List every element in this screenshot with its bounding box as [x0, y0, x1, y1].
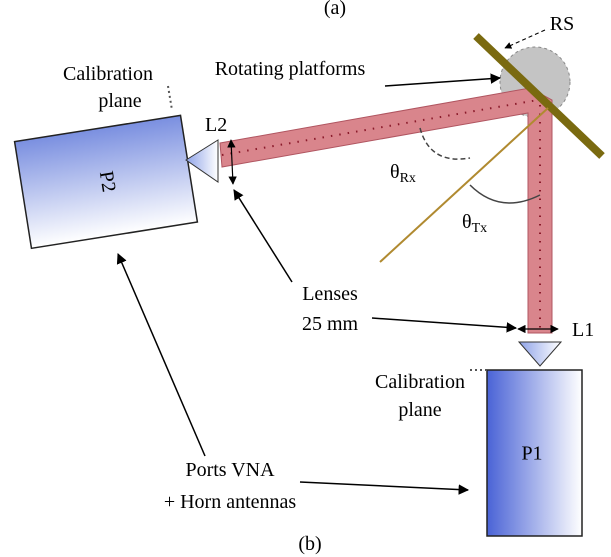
port-label: P2 — [95, 169, 120, 193]
label: Calibration — [375, 371, 465, 393]
angle-arc — [420, 128, 470, 159]
caption: (b) — [298, 533, 321, 555]
arrow — [300, 482, 468, 490]
arrow — [385, 78, 500, 86]
arrow — [118, 254, 205, 456]
label: 25 mm — [302, 313, 359, 335]
angle-label: θRx — [390, 161, 416, 186]
label: L2 — [205, 114, 227, 136]
dotted-line — [168, 86, 172, 110]
arrow — [234, 190, 292, 282]
label: plane — [398, 399, 441, 421]
diagram: (a) RS Rotating platforms θRx θTx P2 L2 … — [0, 0, 611, 557]
label: Lenses — [302, 283, 358, 305]
label: RS — [550, 13, 574, 35]
lens-l1 — [519, 342, 561, 366]
label: + Horn antennas — [164, 491, 297, 513]
label: Rotating platforms — [215, 58, 366, 80]
beam — [220, 88, 552, 333]
label: plane — [98, 90, 141, 112]
port-label: P1 — [521, 443, 542, 465]
port-p2: P2 — [15, 115, 198, 248]
arrow — [505, 30, 545, 48]
label: Ports VNA — [185, 459, 275, 481]
arrow — [372, 318, 516, 328]
label: L1 — [572, 319, 594, 341]
label: Calibration — [63, 63, 153, 85]
caption: (a) — [324, 0, 346, 19]
angle-label: θTx — [462, 211, 487, 236]
